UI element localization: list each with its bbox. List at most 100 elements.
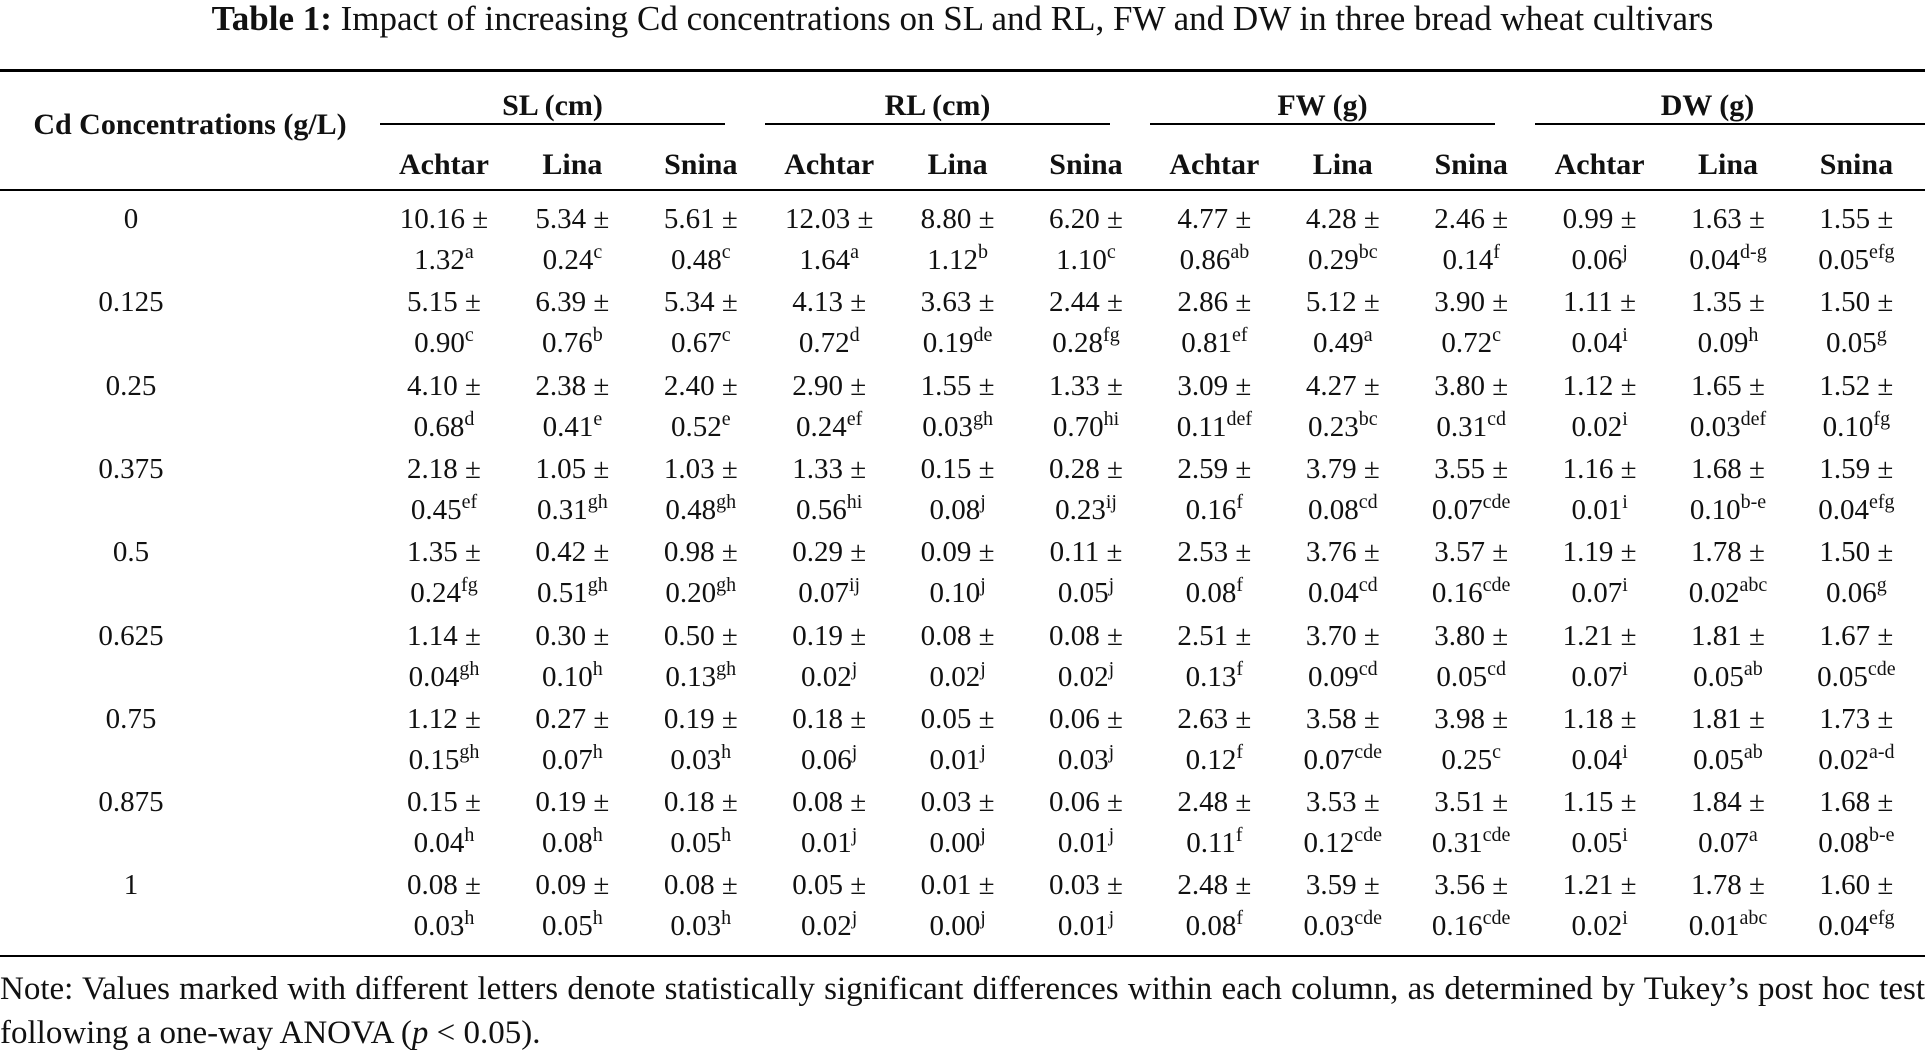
cell-sd: 0.05 — [1693, 660, 1744, 693]
table-cell: 2.86 ± 0.81ef — [1150, 282, 1278, 365]
group-underline — [765, 123, 1110, 125]
significance-letter: c — [721, 241, 731, 263]
cell-sd: 0.05 — [1817, 660, 1868, 693]
cell-mean: 0.09 ± — [920, 536, 995, 569]
cell-sd: 0.16 — [1431, 910, 1483, 943]
cell-sd-line: 0.25c — [1407, 740, 1535, 781]
note-text: Note: Values marked with different lette… — [0, 971, 1925, 1051]
cell-mean: 1.21 ± — [1562, 619, 1637, 652]
cell-sd: 0.03 — [670, 743, 722, 776]
cell-sd: 0.67 — [670, 327, 722, 360]
cell-sd-line: 0.03h — [380, 906, 508, 947]
cell-sd-line: 0.52e — [637, 407, 765, 448]
cell-mean: 1.03 ± — [663, 452, 738, 485]
cell-mean: 3.58 ± — [1305, 702, 1380, 735]
significance-letter: j — [851, 657, 858, 680]
cell-sd-line: 0.07cde — [1279, 740, 1407, 781]
cell-mean: 5.34 ± — [535, 203, 610, 235]
cell-sd: 0.08 — [542, 827, 593, 860]
table-cell: 0.99 ± 0.06j — [1536, 199, 1664, 282]
cell-sd: 0.01 — [1057, 910, 1109, 943]
table-cell: 6.39 ± 0.76b — [508, 282, 636, 365]
group-underline — [1535, 123, 1925, 125]
cell-mean: 1.05 ± — [535, 452, 610, 485]
table-cell: 3.57 ± 0.16cde — [1407, 532, 1535, 615]
significance-letter: ab — [1743, 740, 1763, 763]
significance-letter: j — [1108, 574, 1115, 597]
cell-sd-line: 0.04gh — [380, 657, 508, 698]
cell-sd: 0.06 — [1571, 244, 1623, 276]
table-row: 0.5 1.35 ±0.24fg 0.42 ±0.51gh 0.98 ±0.20gh 0… — [0, 532, 1925, 615]
cell-mean: 1.50 ± — [1819, 536, 1894, 569]
cell-sd-line: 0.01abc — [1664, 906, 1792, 947]
table-cell: 3.79 ± 0.08cd — [1279, 449, 1407, 532]
table-row: 0.125 5.15 ±0.90c 6.39 ±0.76b 5.34 ±0.67c 4.… — [0, 282, 1925, 365]
table-cell: 0.01 ± 0.00j — [894, 865, 1022, 948]
cell-mean: 0.29 ± — [792, 536, 867, 569]
table-cell: 3.09 ± 0.11def — [1150, 366, 1278, 449]
cell-sd-line: 0.28fg — [1022, 323, 1150, 364]
cell-sd: 0.04 — [1571, 743, 1623, 776]
table-row: 0.625 1.14 ±0.04gh 0.30 ±0.10h 0.50 ±0.13gh… — [0, 616, 1925, 699]
cell-sd: 0.05 — [1571, 827, 1623, 860]
cell-sd-line: 0.23bc — [1279, 407, 1407, 448]
cell-sd: 0.10 — [542, 660, 593, 693]
cell-mean: 4.13 ± — [792, 286, 867, 319]
cell-sd: 0.68 — [413, 410, 465, 443]
significance-letter: j — [980, 657, 986, 680]
cell-mean: 3.79 ± — [1305, 452, 1380, 485]
table-cell: 1.35 ± 0.24fg — [380, 532, 508, 615]
significance-letter: f — [1236, 740, 1244, 763]
significance-letter: g — [1876, 574, 1887, 597]
cell-sd-line: 0.45ef — [380, 490, 508, 531]
cultivar-header: Snina — [1434, 148, 1508, 181]
significance-letter: i — [1622, 824, 1628, 847]
cell-mean: 0.08 ± — [792, 786, 867, 819]
cell-sd-line: 0.16cde — [1407, 573, 1535, 614]
cell-sd: 0.51 — [537, 577, 588, 610]
table-cell: 2.38 ± 0.41e — [508, 366, 636, 449]
cell-mean: 1.33 ± — [1049, 369, 1123, 402]
table-cell: 0.05 ± 0.01j — [894, 699, 1022, 782]
cultivar-header: Snina — [1049, 148, 1123, 181]
significance-letter: gh — [716, 574, 737, 597]
significance-letter: h — [592, 740, 603, 763]
cell-mean: 1.78 ± — [1691, 869, 1765, 902]
cell-mean: 0.27 ± — [535, 702, 610, 735]
cell-sd: 0.08 — [1818, 827, 1869, 860]
cell-sd-line: 0.09cd — [1279, 657, 1407, 698]
cell-mean: 0.08 ± — [1049, 619, 1123, 652]
cell-mean: 3.09 ± — [1177, 369, 1252, 402]
cell-sd: 0.45 — [410, 493, 462, 526]
cell-mean: 6.20 ± — [1049, 203, 1123, 235]
cell-sd: 0.29 — [1307, 244, 1359, 276]
significance-letter: cde — [1482, 574, 1511, 597]
table-cell: 2.63 ± 0.12f — [1150, 699, 1278, 782]
cell-sd-line: 0.90c — [380, 323, 508, 364]
cell-mean: 0.08 ± — [663, 869, 738, 902]
cell-sd: 0.10 — [1689, 493, 1741, 526]
significance-letter: cde — [1354, 740, 1383, 763]
table-cell: 5.15 ± 0.90c — [380, 282, 508, 365]
table-cell: 1.68 ± 0.10b-e — [1664, 449, 1792, 532]
table-cell: 1.50 ± 0.06g — [1792, 532, 1920, 615]
significance-letter: b — [977, 241, 988, 263]
significance-letter: j — [980, 740, 986, 763]
cell-sd: 0.02 — [801, 660, 852, 693]
cell-sd-line: 0.07h — [508, 740, 636, 781]
significance-letter: a — [464, 241, 474, 263]
significance-letter: f — [1236, 657, 1244, 680]
cell-sd-line: 0.49a — [1279, 323, 1407, 364]
cell-sd-line: 0.03gh — [894, 407, 1022, 448]
cell-sd-line: 0.24ef — [765, 407, 893, 448]
cell-sd: 0.04 — [413, 827, 465, 860]
cell-sd: 0.11 — [1176, 410, 1227, 443]
cell-sd: 0.07 — [1431, 493, 1483, 526]
cell-mean: 8.80 ± — [920, 203, 995, 235]
cell-sd-line: 0.10b-e — [1664, 490, 1792, 531]
significance-letter: j — [1108, 907, 1115, 930]
cell-sd-line: 0.02j — [765, 657, 893, 698]
cell-sd: 0.00 — [929, 910, 981, 943]
cell-sd-line: 0.04efg — [1792, 490, 1920, 531]
cell-sd: 0.15 — [408, 743, 460, 776]
